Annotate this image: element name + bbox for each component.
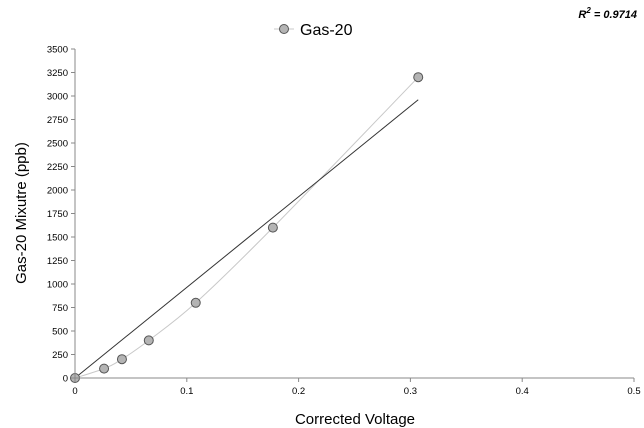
y-tick-label: 1500 <box>47 233 68 244</box>
data-point <box>190 297 201 308</box>
y-tick-label: 0 <box>63 374 68 385</box>
y-tick-label: 1000 <box>47 280 68 291</box>
data-point <box>99 363 110 374</box>
y-tick-label: 3000 <box>47 92 68 103</box>
x-tick-label: 0.5 <box>627 386 640 397</box>
data-point <box>116 354 127 365</box>
legend-label: Gas-20 <box>300 22 353 39</box>
y-tick-label: 2750 <box>47 115 68 126</box>
data-point <box>413 72 424 83</box>
x-axis-title: Corrected Voltage <box>295 411 415 428</box>
legend: Gas-20 <box>274 22 353 39</box>
x-tick-label: 0.2 <box>292 386 305 397</box>
y-tick-label: 2500 <box>47 139 68 150</box>
y-tick-label: 3250 <box>47 68 68 79</box>
y-tick-label: 500 <box>52 327 68 338</box>
axes: 0 0.1 0.2 0.3 0.4 0.5 0 250 500 750 1000 1250 1500 1… <box>47 45 641 398</box>
y-axis-ticks: 0 250 500 750 1000 1250 1500 1750 2000 2250 2500 27… <box>47 45 75 385</box>
series-smooth-curve <box>74 76 419 379</box>
data-point <box>267 222 278 233</box>
x-tick-label: 0.1 <box>180 386 193 397</box>
r-squared-value: = 0.9714 <box>591 9 637 21</box>
trendline <box>74 99 419 379</box>
y-tick-label: 750 <box>52 303 68 314</box>
y-tick-label: 250 <box>52 350 68 361</box>
y-tick-label: 1250 <box>47 256 68 267</box>
r-squared-symbol: R <box>578 9 586 21</box>
y-tick-label: 3500 <box>47 45 68 56</box>
r-squared-exponent: 2 <box>585 6 591 15</box>
x-tick-label: 0 <box>72 386 77 397</box>
legend-marker <box>279 24 289 34</box>
y-axis-title: Gas-20 Mixutre (ppb) <box>13 142 30 284</box>
x-tick-label: 0.4 <box>516 386 529 397</box>
plot-area <box>70 72 424 383</box>
y-tick-label: 2000 <box>47 186 68 197</box>
y-tick-label: 2250 <box>47 162 68 173</box>
y-tick-label: 1750 <box>47 209 68 220</box>
x-tick-label: 0.3 <box>404 386 417 397</box>
data-point <box>143 335 154 346</box>
x-axis-ticks: 0 0.1 0.2 0.3 0.4 0.5 <box>72 378 641 397</box>
r-squared-annotation: R2 = 0.9714 <box>578 6 637 21</box>
